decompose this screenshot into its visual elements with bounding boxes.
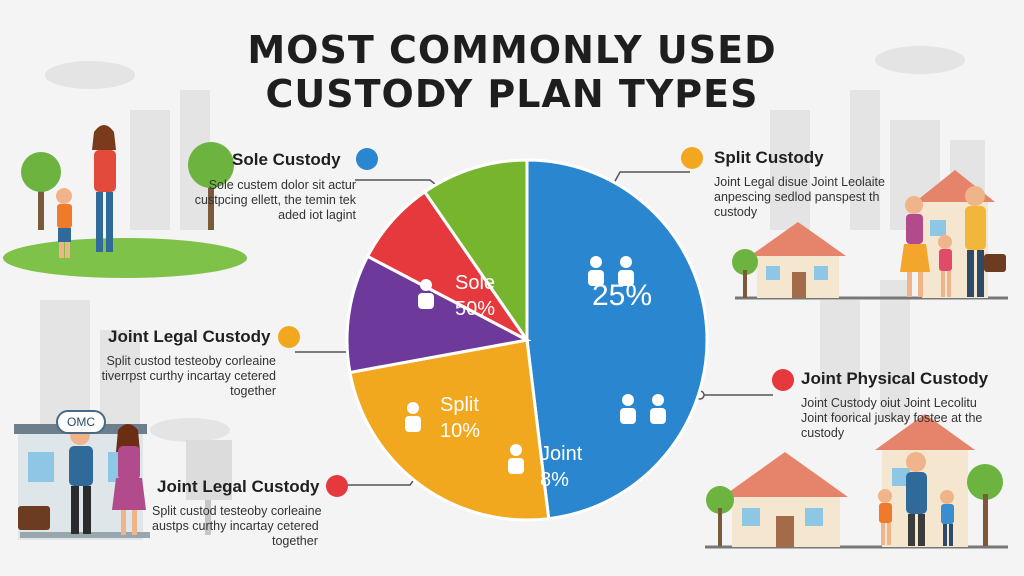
title-line-2: CUSTODY PLAN TYPES xyxy=(265,72,759,116)
pie-slice-0 xyxy=(525,158,709,521)
split-callout-dot xyxy=(681,147,703,169)
split-custody-heading: Split Custody xyxy=(714,148,824,167)
pie-slice-2 xyxy=(345,254,532,375)
joint-physical-custody-heading: Joint Physical Custody xyxy=(801,369,989,388)
joint-physical-custody-description: Joint Custody oiut Joint Lecolitu Joint … xyxy=(801,396,983,440)
pie-slice-label-0: Sole xyxy=(455,272,495,294)
joint-legal-custody-bottom-description: Split custod testeoby corleaine austps c… xyxy=(152,504,322,548)
title-line-1: MOST COMMONLY USED xyxy=(247,28,777,72)
joint-legal-bottom-callout-dot xyxy=(326,475,348,497)
house-family-illustration xyxy=(732,170,1008,300)
callout-dots xyxy=(278,147,794,497)
custody-pie-chart: Sole 50% 25% Joint 8% Split 10% xyxy=(345,158,709,522)
pie-slice-label-4: Split xyxy=(440,394,479,416)
pie-slice-label-3: Joint xyxy=(540,443,583,465)
sole-custody-heading: Sole Custody xyxy=(232,150,341,169)
joint-physical-callout-dot xyxy=(772,369,794,391)
person-icon xyxy=(418,279,434,309)
pie-slice-4 xyxy=(422,158,529,345)
pie-slice-value-1: 25% xyxy=(592,279,652,312)
joint-legal-custody-description: Split custod testeoby corleaine tiverrps… xyxy=(101,354,276,398)
joint-legal-callout-dot xyxy=(278,326,300,348)
park-family-illustration xyxy=(3,125,247,278)
person-icon xyxy=(405,402,421,432)
pie-slice-value-4: 10% xyxy=(440,420,480,442)
sole-callout-dot xyxy=(356,148,378,170)
person-icon xyxy=(588,256,634,286)
pie-slice-1 xyxy=(348,338,551,522)
sole-custody-description: Sole custem dolor sit actur custpcing el… xyxy=(194,178,356,222)
person-icon xyxy=(508,444,524,474)
pie-slice-value-0: 50% xyxy=(455,298,495,320)
pie-slice-value-3: 8% xyxy=(540,469,569,491)
joint-legal-custody-heading: Joint Legal Custody xyxy=(108,327,271,346)
joint-legal-custody-bottom-heading: Joint Legal Custody xyxy=(157,477,320,496)
person-icon xyxy=(620,394,666,424)
split-custody-description: Joint Legal disue Joint Leolaite anpesci… xyxy=(714,175,885,219)
two-houses-family-illustration xyxy=(705,414,1008,549)
office-sign: OMC xyxy=(56,410,106,434)
